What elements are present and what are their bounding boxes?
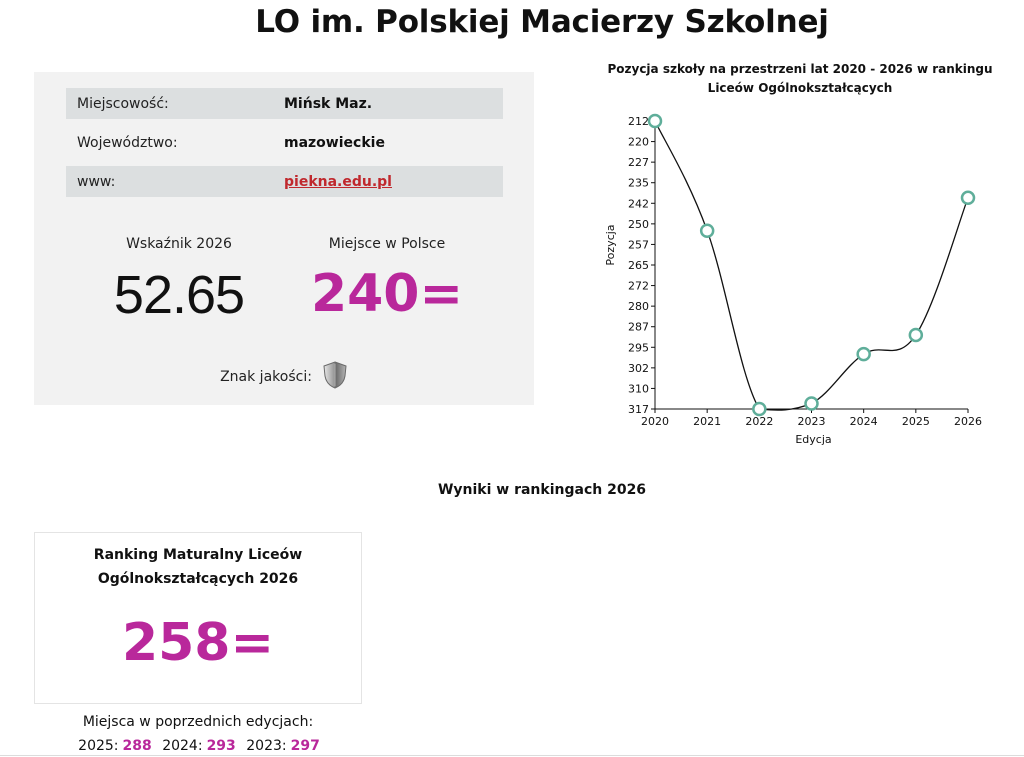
voivodeship-value: mazowieckie	[284, 134, 385, 151]
voivodeship-label: Województwo:	[77, 134, 178, 151]
previous-editions-list: 2025: 288 2024: 293 2023: 297	[34, 738, 362, 754]
shield-icon[interactable]	[322, 361, 348, 393]
website-link[interactable]: piekna.edu.pl	[284, 173, 392, 190]
prev-year-3: 2023:	[246, 738, 287, 754]
y-tick-label: 287	[628, 321, 649, 334]
x-tick-label: 2025	[902, 415, 930, 428]
x-tick-label: 2023	[798, 415, 826, 428]
data-point-2023	[804, 396, 819, 411]
x-tick-label: 2020	[641, 415, 669, 428]
prev-rank-3: 297	[290, 738, 320, 754]
rank-value: 240=	[310, 264, 464, 324]
rank-label: Miejsce w Polsce	[328, 236, 446, 252]
info-row-www: www: piekna.edu.pl	[66, 166, 503, 197]
y-tick-label: 317	[628, 403, 649, 416]
prev-rank-2: 293	[206, 738, 236, 754]
position-chart: 212 220 227 235 242 250 257 265 272 280 287 295 302 3…	[590, 56, 1010, 456]
prev-year-1: 2025:	[78, 738, 119, 754]
y-tick-label: 227	[628, 156, 649, 169]
data-point-2025	[908, 327, 924, 343]
ranking-card-title-line2: Ogólnokształcących 2026	[97, 571, 299, 587]
www-label: www:	[77, 173, 116, 190]
ranking-card-title-line1: Ranking Maturalny Liceów	[93, 547, 303, 563]
prev-rank-1: 288	[122, 738, 152, 754]
y-tick-label: 257	[628, 238, 649, 251]
data-point-2024	[856, 346, 871, 362]
quality-mark: Znak jakości:	[34, 361, 534, 393]
y-tick-label: 272	[628, 280, 649, 293]
y-tick-label: 235	[628, 177, 649, 190]
y-tick-label: 220	[628, 136, 649, 149]
matura-ranking-card: Ranking Maturalny Liceów Ogólnokształcąc…	[34, 532, 362, 704]
x-tick-label: 2022	[745, 415, 773, 428]
y-tick-label: 242	[628, 197, 649, 210]
ranking-card-value: 258=	[121, 613, 275, 673]
y-tick-label: 250	[628, 218, 649, 231]
y-tick-label: 302	[628, 362, 649, 375]
info-row-voivodeship: Województwo: mazowieckie	[66, 127, 503, 158]
bottom-divider	[0, 755, 1024, 756]
y-tick-label: 295	[628, 341, 649, 354]
x-axis-label: Edycja	[795, 433, 831, 446]
y-tick-label: 212	[628, 115, 649, 128]
data-point-2022	[752, 401, 767, 417]
city-label: Miejscowość:	[77, 95, 169, 112]
chart-title: Pozycja szkoły na przestrzeni lat 2020 -…	[607, 62, 993, 95]
x-tick-label: 2024	[850, 415, 878, 428]
data-point-2020	[647, 113, 663, 129]
index-value: 52.65	[113, 265, 245, 325]
info-row-city: Miejscowość: Mińsk Maz.	[66, 88, 503, 119]
page-title: LO im. Polskiej Macierzy Szkolnej	[255, 4, 829, 40]
y-axis-label: Pozycja	[604, 224, 617, 265]
index-label: Wskaźnik 2026	[126, 236, 232, 252]
data-point-2021	[699, 223, 715, 238]
city-value: Mińsk Maz.	[284, 95, 373, 112]
x-tick-label: 2026	[954, 415, 982, 428]
series-line	[654, 120, 969, 411]
x-tick-label: 2021	[693, 415, 721, 428]
y-tick-label: 265	[628, 259, 649, 272]
results-section-title: Wyniki w rankingach 2026	[437, 482, 647, 498]
position-chart-svg: 212 220 227 235 242 250 257 265 272 280 287 295 302 3…	[604, 113, 982, 446]
y-tick-label: 310	[628, 382, 649, 395]
y-tick-label: 280	[628, 300, 649, 313]
data-point-2026	[960, 190, 976, 206]
quality-label: Znak jakości:	[220, 369, 312, 385]
ranking-card-title: Ranking Maturalny Liceów Ogólnokształcąc…	[35, 543, 361, 591]
prev-year-2: 2024:	[162, 738, 203, 754]
previous-editions-title: Miejsca w poprzednich edycjach:	[82, 714, 314, 730]
school-info-panel: Miejscowość: Mińsk Maz. Województwo: maz…	[34, 72, 534, 405]
